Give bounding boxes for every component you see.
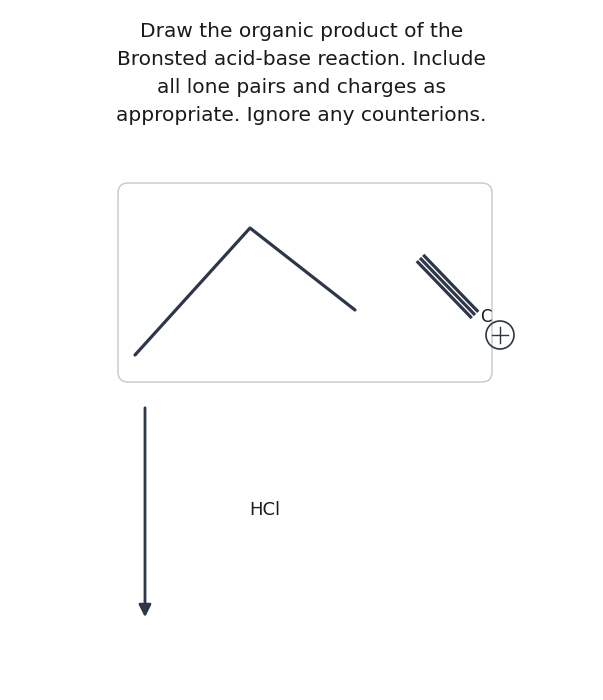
Text: C: C	[480, 308, 491, 326]
Text: HCl: HCl	[250, 501, 280, 519]
Text: Bronsted acid-base reaction. Include: Bronsted acid-base reaction. Include	[117, 50, 486, 69]
Text: appropriate. Ignore any counterions.: appropriate. Ignore any counterions.	[116, 106, 487, 125]
Text: all lone pairs and charges as: all lone pairs and charges as	[157, 78, 446, 97]
Text: Draw the organic product of the: Draw the organic product of the	[140, 22, 463, 41]
FancyBboxPatch shape	[118, 183, 492, 382]
